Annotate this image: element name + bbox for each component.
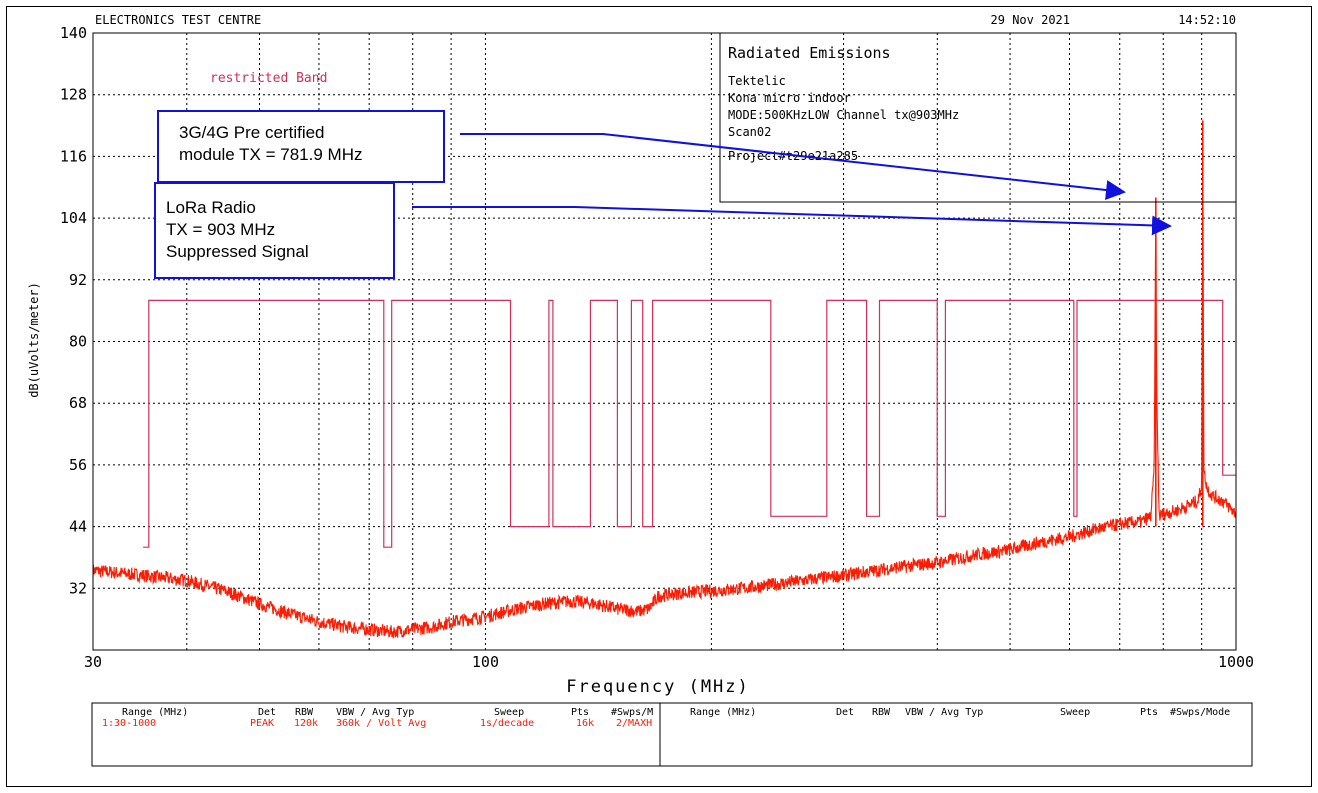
table2-header-pts: Pts bbox=[1140, 707, 1159, 718]
table-header-pts: Pts bbox=[571, 707, 590, 718]
callout-lora-radio: LoRa Radio TX = 903 MHz Suppressed Signa… bbox=[154, 182, 395, 279]
table2-header-range: Range (MHz) bbox=[690, 707, 757, 718]
plot-border bbox=[92, 32, 1237, 651]
callout-line: LoRa Radio bbox=[166, 198, 256, 217]
limit-step-line bbox=[143, 299, 1236, 548]
x-tick-label: 100 bbox=[472, 653, 499, 671]
restricted-band-label: restricted Band bbox=[210, 71, 327, 86]
callout-line: module TX = 781.9 MHz bbox=[179, 145, 363, 164]
y-tick-labels: 32 44 56 68 80 92 104 116 128 140 bbox=[60, 24, 87, 597]
callout-line: 3G/4G Pre certified bbox=[179, 123, 325, 142]
table-header-vbw: VBW / Avg Typ bbox=[336, 707, 415, 718]
y-tick-label: 68 bbox=[69, 394, 87, 412]
table2-header-rbw: RBW bbox=[872, 707, 891, 718]
info-line: Tektelic bbox=[728, 74, 786, 88]
table-header-range: Range (MHz) bbox=[122, 707, 189, 718]
table-header-swps: #Swps/M bbox=[611, 707, 654, 718]
callout-line: TX = 903 MHz bbox=[166, 220, 276, 239]
x-tick-label: 30 bbox=[84, 653, 102, 671]
x-axis-label: Frequency (MHz) bbox=[566, 677, 750, 697]
report-time: 14:52:10 bbox=[1178, 13, 1236, 27]
callout-3g4g-module: 3G/4G Pre certified module TX = 781.9 MH… bbox=[157, 110, 445, 183]
y-tick-label: 116 bbox=[60, 147, 87, 165]
report-frame bbox=[6, 6, 1312, 787]
table2-header-vbw: VBW / Avg Typ bbox=[905, 707, 984, 718]
arrow-781-mhz bbox=[460, 133, 1126, 200]
table-cell-pts: 16k bbox=[576, 718, 595, 729]
emission-trace bbox=[92, 120, 1237, 639]
arrow-903-mhz bbox=[412, 206, 1172, 236]
y-tick-label: 32 bbox=[69, 579, 87, 597]
y-tick-label: 128 bbox=[60, 86, 87, 104]
y-tick-label: 44 bbox=[69, 518, 87, 536]
y-tick-label: 104 bbox=[60, 209, 87, 227]
table-cell-range: 1:30-1000 bbox=[102, 718, 157, 729]
limit-line bbox=[143, 299, 1236, 548]
lab-name: ELECTRONICS TEST CENTRE bbox=[95, 13, 261, 27]
report-date: 29 Nov 2021 bbox=[991, 13, 1070, 27]
info-line: MODE:500KHzLOW Channel tx@903MHz bbox=[728, 108, 959, 122]
x-tick-labels: 30 100 1000 bbox=[84, 653, 1254, 671]
table-cell-det: PEAK bbox=[250, 718, 275, 729]
y-tick-label: 56 bbox=[69, 456, 87, 474]
y-tick-label: 80 bbox=[69, 333, 87, 351]
y-axis-label: dB(uVolts/meter) bbox=[27, 282, 41, 398]
y-tick-label: 92 bbox=[69, 271, 87, 289]
table-cell-rbw: 120k bbox=[294, 718, 319, 729]
x-tick-label: 1000 bbox=[1218, 653, 1254, 671]
table-cell-swps: 2/MAXH bbox=[616, 718, 653, 729]
table-cell-sweep: 1s/decade bbox=[480, 718, 535, 729]
table2-header-det: Det bbox=[836, 707, 855, 718]
callout-line: Suppressed Signal bbox=[166, 242, 309, 261]
y-tick-label: 140 bbox=[60, 24, 87, 42]
table-header-sweep: Sweep bbox=[494, 707, 525, 718]
emission-trace-line bbox=[92, 170, 1237, 639]
settings-table bbox=[91, 702, 1253, 767]
info-box bbox=[719, 32, 1237, 203]
table-header-rbw: RBW bbox=[295, 707, 314, 718]
table2-header-swps: #Swps/Mode bbox=[1170, 707, 1231, 718]
info-line: Kona micro indoor bbox=[728, 91, 851, 105]
table-cell-vbw: 360k / Volt Avg bbox=[336, 718, 427, 729]
table2-header-sweep: Sweep bbox=[1060, 707, 1091, 718]
info-line: Scan02 bbox=[728, 125, 771, 139]
info-title: Radiated Emissions bbox=[728, 44, 891, 62]
table-header-det: Det bbox=[258, 707, 277, 718]
